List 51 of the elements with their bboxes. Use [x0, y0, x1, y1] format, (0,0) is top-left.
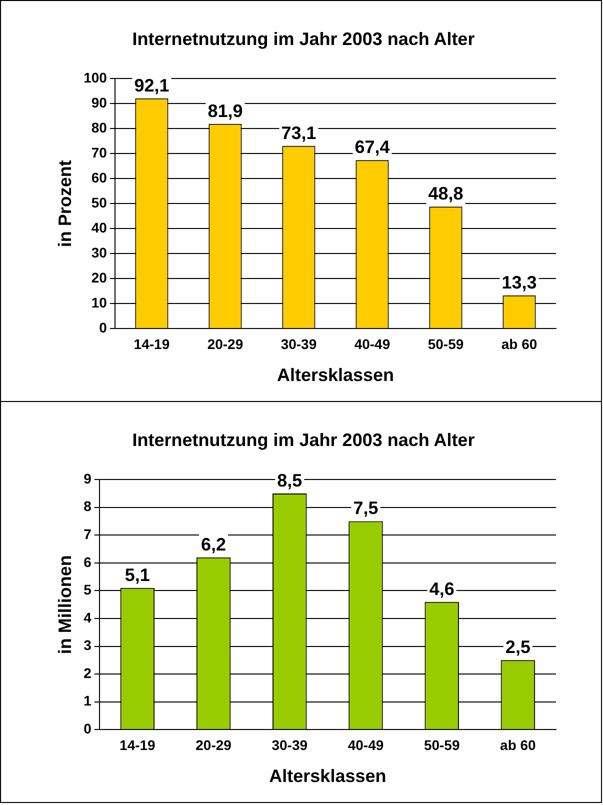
x-tick-label: 50-59	[428, 336, 464, 352]
y-tick-label: 3	[84, 637, 92, 654]
data-label: 73,1	[281, 122, 316, 143]
chart-title: Internetnutzung im Jahr 2003 nach Alter	[132, 430, 475, 450]
data-label: 7,5	[353, 498, 378, 518]
x-tick-label: 30-39	[272, 736, 308, 753]
x-axis-title: Altersklassen	[276, 365, 394, 386]
y-tick-label: 4	[84, 609, 92, 626]
y-tick-label: 0	[84, 720, 92, 736]
data-label: 48,8	[428, 184, 464, 204]
x-tick-label: ab 60	[500, 736, 536, 753]
y-tick-label: 1	[84, 692, 92, 709]
y-tick-label: 2	[84, 664, 92, 681]
data-label: 2,5	[505, 637, 530, 658]
x-tick-label: ab 60	[501, 336, 538, 352]
y-tick-label: 80	[91, 119, 108, 136]
y-tick-label: 50	[91, 194, 108, 210]
data-label: 67,4	[354, 137, 390, 158]
y-tick-label: 5	[84, 582, 92, 598]
y-axis-title: in Millionen	[54, 555, 75, 654]
y-tick-label: 8	[84, 498, 92, 514]
x-axis-title: Altersklassen	[269, 766, 386, 786]
y-tick-label: 7	[84, 526, 92, 542]
y-tick-label: 60	[91, 169, 108, 186]
x-tick-label: 20-29	[207, 336, 244, 352]
y-tick-label: 6	[84, 554, 92, 570]
y-tick-label: 90	[91, 94, 108, 110]
x-tick-label: 50-59	[424, 736, 460, 753]
x-tick-label: 14-19	[134, 336, 170, 352]
data-label: 4,6	[429, 578, 454, 599]
x-tick-label: 14-19	[120, 736, 156, 753]
y-tick-label: 10	[91, 294, 108, 310]
data-label: 6,2	[201, 534, 226, 554]
y-tick-label: 0	[99, 319, 108, 336]
data-label: 8,5	[277, 470, 302, 490]
data-label: 5,1	[124, 564, 150, 585]
y-tick-label: 20	[91, 269, 108, 286]
data-label: 92,1	[134, 75, 170, 96]
y-tick-label: 30	[91, 244, 108, 260]
data-label: 13,3	[502, 272, 537, 292]
y-axis-title: in Prozent	[54, 160, 75, 248]
y-tick-label: 100	[84, 69, 108, 86]
y-tick-label: 40	[91, 219, 108, 236]
x-tick-label: 40-49	[354, 336, 390, 352]
x-tick-label: 40-49	[348, 736, 384, 753]
chart-title: Internetnutzung im Jahr 2003 nach Alter	[132, 28, 475, 49]
x-tick-label: 30-39	[280, 336, 317, 352]
y-tick-label: 9	[84, 470, 92, 486]
data-label: 81,9	[208, 100, 243, 121]
x-tick-label: 20-29	[196, 736, 232, 753]
y-tick-label: 70	[91, 144, 108, 160]
